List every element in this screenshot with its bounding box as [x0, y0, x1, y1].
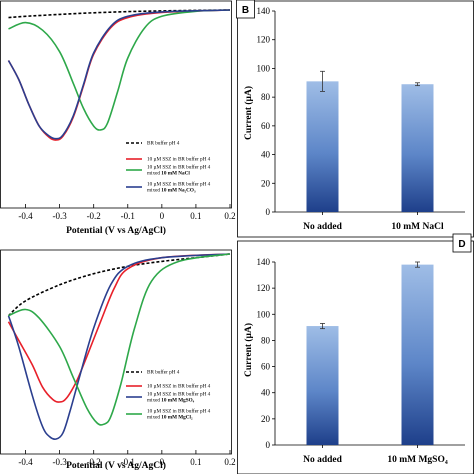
legend-a: BR buffer pH 4 10 µM SSZ in BR buffer pH … [126, 140, 211, 194]
bar-1 [306, 326, 339, 445]
x-tick-label: 0.1 [190, 211, 201, 221]
panel-label-d: D [458, 239, 465, 250]
x-tick-label: -0.3 [52, 211, 67, 221]
x-tick-label: -0.2 [87, 457, 101, 467]
x-tick-label: 0 [160, 457, 165, 467]
curve-4 [7, 9, 231, 140]
legend-text: 10 µM SSZ in BR buffer pH 4 [147, 156, 211, 163]
y-axis-label-d: Current (µA) [243, 323, 254, 377]
panel-frame-b [237, 0, 474, 238]
y-tick-label: 80 [261, 335, 271, 345]
bar-2 [401, 84, 434, 212]
y-tick-label: 120 [257, 283, 271, 293]
legend-text: mixed 10 mM Na₂CO₃ [147, 188, 196, 194]
x-tick-label: 0 [160, 211, 165, 221]
x-tick-label: 0.2 [224, 457, 235, 467]
x-tick-label: 0.2 [224, 211, 235, 221]
y-tick-label: 20 [261, 414, 271, 424]
x-tick-label: -0.4 [18, 457, 33, 467]
curves-a [7, 9, 231, 141]
y-tick-label: 60 [261, 121, 271, 131]
curve-2 [7, 253, 231, 403]
y-tick-label: 40 [261, 388, 271, 398]
legend-text: mixed 10 mM MgCl₂ [147, 415, 193, 421]
bar-2 [401, 264, 434, 445]
legend-c: BR buffer pH 4 10 µM SSZ in BR buffer pH … [126, 369, 211, 421]
y-tick-label: 100 [257, 309, 271, 319]
legend-text: BR buffer pH 4 [147, 369, 180, 376]
panel-frame-d [237, 240, 474, 474]
x-axis-label-a: Potential (V vs Ag/AgCl) [66, 225, 166, 236]
legend-text: 10 µM SSZ in BR buffer pH 4 [147, 408, 211, 415]
panel-label-box-d [452, 233, 472, 253]
category-label: 10 mM NaCl [391, 222, 444, 232]
bars-b: 0 20 40 60 80 100 120 140 No added 10 mM NaCl [257, 6, 465, 232]
x-tick-label: -0.2 [87, 211, 101, 221]
curve-1 [7, 253, 231, 317]
legend-text: 10 µM SSZ in BR buffer pH 4 [147, 391, 211, 398]
bars-d: 0 20 40 60 80 100 120 140 No added 10 mM MgSO₄ [257, 257, 465, 465]
panel-b: B 0 20 40 60 80 100 120 140 No added 10 mM NaCl C… [236, 0, 474, 238]
x-tick-label: -0.3 [52, 457, 67, 467]
y-tick-label: 40 [261, 150, 271, 160]
curve-4 [8, 253, 231, 426]
x-tick-label: -0.1 [121, 457, 135, 467]
x-axis-label-c: Potential (V vs Ag/AgCl) [66, 460, 166, 471]
legend-text: 10 µM SSZ in BR buffer pH 4 [147, 181, 211, 188]
curve-3 [7, 253, 231, 440]
legend-text: BR buffer pH 4 [147, 140, 180, 147]
y-tick-label: 0 [266, 440, 271, 450]
curve-3 [8, 9, 231, 131]
panel-label-b: B [242, 5, 249, 16]
y-tick-label: 60 [261, 362, 271, 372]
curve-1 [8, 9, 231, 19]
y-tick-label: 100 [257, 63, 271, 73]
legend-text: 10 µM SSZ in BR buffer pH 4 [147, 164, 211, 171]
plot-frame-c [0, 249, 232, 455]
y-tick-label: 120 [257, 35, 271, 45]
curves-c [7, 253, 231, 440]
y-axis-label-b: Current (µA) [243, 86, 254, 140]
bar-1 [306, 81, 339, 212]
y-tick-label: 80 [261, 92, 271, 102]
panel-a: -0.4 -0.3 -0.2 -0.1 0 0.1 0.2 BR buffer pH 4 10… [0, 0, 236, 236]
x-tick-label: 0.1 [190, 457, 201, 467]
x-ticks-a: -0.4 -0.3 -0.2 -0.1 0 0.1 0.2 [18, 204, 236, 221]
x-tick-label: -0.4 [18, 211, 33, 221]
category-label: No added [303, 455, 343, 465]
legend-text: mixed 10 mM MgSO₄ [147, 398, 195, 404]
panel-label-box-b [236, 0, 255, 19]
plot-frame-a [0, 0, 232, 209]
y-tick-label: 0 [266, 207, 271, 217]
legend-text: mixed 10 mM NaCl [147, 171, 190, 177]
y-tick-label: 140 [257, 6, 271, 16]
legend-text: 10 µM SSZ in BR buffer pH 4 [147, 383, 211, 390]
y-tick-label: 140 [257, 257, 271, 267]
y-tick-label: 20 [261, 178, 271, 188]
panel-c: -0.4 -0.3 -0.2 -0.1 0 0.1 0.2 BR buffer pH 4 10… [0, 249, 236, 471]
category-label: No added [303, 222, 343, 232]
x-tick-label: -0.1 [121, 211, 135, 221]
category-label: 10 mM MgSO₄ [387, 455, 448, 465]
x-ticks-c: -0.4 -0.3 -0.2 -0.1 0 0.1 0.2 [18, 450, 236, 467]
